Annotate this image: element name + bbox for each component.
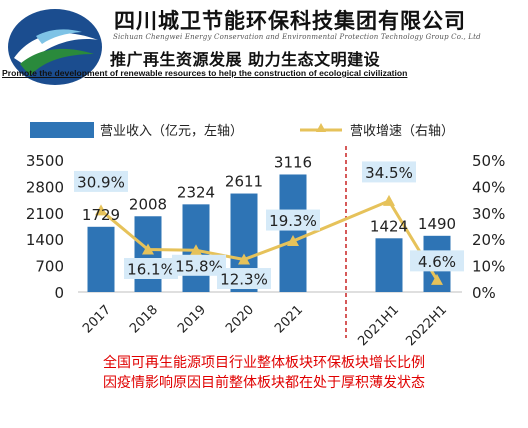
growth-value-label: 34.5% (365, 164, 413, 182)
growth-marker (190, 244, 202, 256)
y-left-tick-label: 0 (54, 284, 64, 302)
growth-value-label: 30.9% (77, 173, 125, 191)
growth-marker (95, 204, 107, 216)
chart-legend: 营业收入（亿元，左轴） 营收增速（右轴） (30, 122, 454, 139)
revenue-value-label: 1424 (370, 217, 408, 235)
slogan-cn: 推广再生资源发展 助力生态文明建设 (110, 50, 381, 69)
y-right-tick-label: 50% (472, 152, 505, 170)
growth-label-box (362, 161, 416, 183)
slogan-en: Promote the development of renewable res… (2, 68, 408, 78)
y-right-tick-label: 40% (472, 178, 505, 196)
growth-marker (142, 243, 154, 255)
revenue-bar (87, 226, 115, 292)
growth-line (95, 194, 443, 285)
y-left-tick-label: 3500 (26, 152, 64, 170)
company-name-cn: 四川城卫节能环保科技集团有限公司 (114, 9, 466, 33)
growth-marker (287, 235, 299, 247)
growth-label-box (410, 250, 464, 272)
revenue-value-label: 1729 (82, 206, 120, 224)
growth-value-label: 16.1% (127, 260, 175, 278)
y-left-tick-label: 700 (35, 258, 64, 276)
company-name-en: Sichuan Chengwei Energy Conservation and… (113, 33, 481, 41)
legend-revenue-label: 营业收入（亿元，左轴） (100, 124, 243, 139)
revenue-value-label: 3116 (274, 153, 312, 171)
x-tick-label: 2021 (272, 302, 306, 336)
revenue-bar (279, 174, 307, 292)
growth-value-label: 12.3% (220, 271, 268, 289)
revenue-value-label: 2008 (129, 195, 167, 213)
y-left-tick-label: 2100 (26, 205, 64, 223)
growth-label-box (217, 268, 271, 290)
revenue-bar (375, 238, 403, 292)
x-tick-label: 2019 (175, 302, 209, 336)
growth-label-box (124, 257, 178, 279)
x-tick-label: 2017 (80, 302, 114, 336)
growth-label-box (266, 209, 320, 231)
y-right-tick-label: 20% (472, 231, 505, 249)
x-tick-label: 2022H1 (403, 302, 450, 349)
data-labels: 1729 2008 2324 2611 3116 1424 1490 30.9% 16.1% 15… (74, 153, 464, 290)
legend-growth-marker (316, 123, 326, 132)
revenue-value-label: 2611 (225, 173, 263, 191)
y-right-tick-label: 0% (472, 284, 496, 302)
legend-revenue-swatch (30, 122, 94, 138)
y-right-tick-label: 30% (472, 205, 505, 223)
y-left-tick-label: 2800 (26, 178, 64, 196)
y-left-tick-label: 1400 (26, 231, 64, 249)
x-tick-label: 2020 (223, 302, 257, 336)
company-logo (8, 9, 102, 85)
x-tick-label: 2018 (127, 302, 161, 336)
x-tick-label: 2021H1 (355, 302, 402, 349)
growth-value-label: 4.6% (418, 253, 456, 271)
growth-label-box (74, 170, 128, 192)
growth-marker (431, 273, 443, 285)
company-header: 四川城卫节能环保科技集团有限公司 Sichuan Chengwei Energy… (0, 0, 528, 96)
growth-value-label: 19.3% (269, 212, 317, 230)
caption-line-2: 因疫情影响原因目前整体板块都在处于厚积薄发状态 (103, 375, 425, 391)
growth-marker (238, 253, 250, 265)
growth-marker (383, 194, 395, 206)
revenue-value-label: 2324 (177, 183, 215, 201)
revenue-value-label: 1490 (418, 215, 456, 233)
growth-value-label: 15.8% (175, 257, 223, 275)
growth-label-box (172, 254, 226, 276)
revenue-chart: 营业收入（亿元，左轴） 营收增速（右轴） 0 700 1400 2100 2800 3500… (26, 122, 505, 349)
y-right-tick-label: 10% (472, 258, 505, 276)
caption-line-1: 全国可再生能源项目行业整体板块环保板块增长比例 (103, 355, 425, 371)
legend-growth-label: 营收增速（右轴） (350, 124, 454, 139)
